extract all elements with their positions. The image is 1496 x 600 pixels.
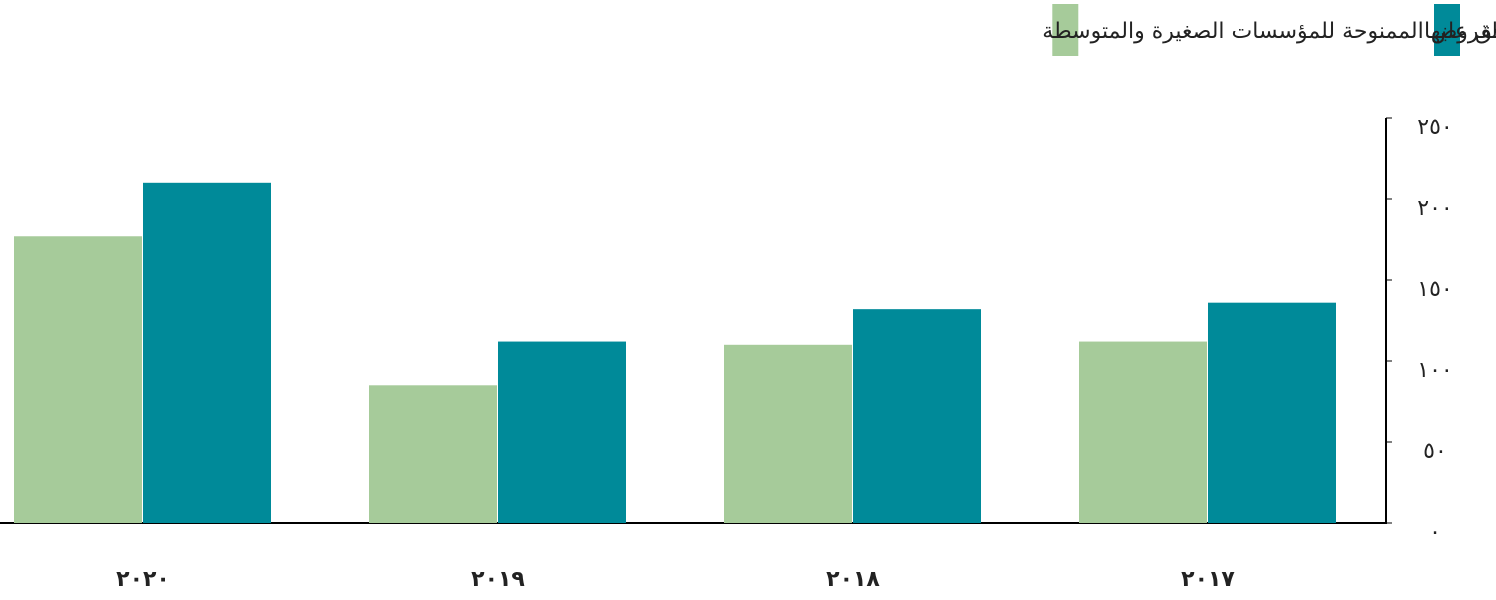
legend-label: إجمالي عدد القروض الموافق عليها [1424, 19, 1496, 44]
bar [1208, 302, 1336, 523]
x-tick-label: ٢٠٢٠ [116, 567, 170, 592]
x-tick-label: ٢٠١٧ [1181, 567, 1235, 592]
bar [853, 309, 981, 523]
legend-swatch [1434, 4, 1460, 56]
bar [143, 182, 271, 524]
legend-swatch [1052, 4, 1079, 56]
bar [1079, 341, 1207, 523]
x-tick-label: ٢٠١٨ [826, 567, 880, 592]
y-tick-label: ١٠٠ [1417, 358, 1452, 383]
y-tick-label: ٥٠ [1423, 439, 1447, 464]
y-tick-label: ٠ [1429, 520, 1441, 545]
y-tick-label: ٢٥٠ [1417, 115, 1452, 140]
y-tick-label: ١٥٠ [1417, 277, 1452, 302]
bar [369, 385, 497, 523]
legend-label: عدد القروض الممنوحة للمؤسسات الصغيرة وال… [1042, 19, 1496, 44]
bar [724, 344, 852, 523]
x-tick-label: ٢٠١٩ [471, 567, 525, 592]
bar [498, 341, 626, 523]
bar [14, 236, 142, 523]
y-tick-label: ٢٠٠ [1417, 196, 1452, 221]
